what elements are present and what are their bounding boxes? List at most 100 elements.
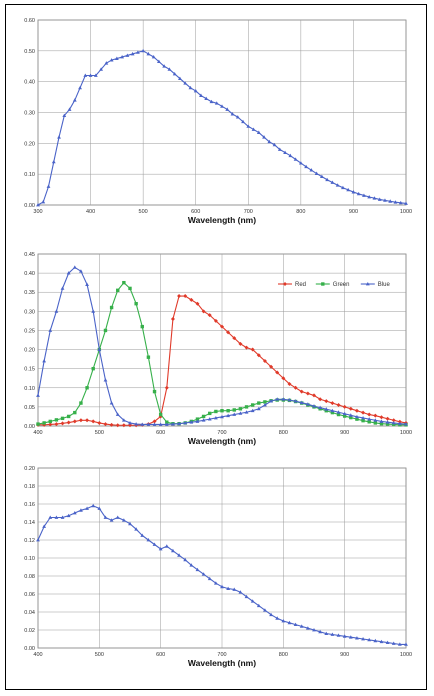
- data-point: [367, 637, 372, 642]
- series-blue: [36, 265, 408, 426]
- data-point: [85, 506, 89, 510]
- data-point: [79, 401, 83, 405]
- data-point: [189, 563, 194, 567]
- x-tick-label: 1000: [400, 209, 412, 215]
- y-tick-label: 0.30: [24, 111, 35, 117]
- data-point: [85, 282, 89, 286]
- data-point: [204, 96, 209, 101]
- data-point: [256, 353, 261, 358]
- data-point: [121, 423, 126, 428]
- data-point: [226, 409, 230, 413]
- data-point: [67, 107, 72, 111]
- data-point: [91, 309, 96, 313]
- legend-label: Green: [333, 282, 350, 288]
- y-tick-label: 0.08: [24, 574, 35, 580]
- chart-3: 0.00 0.02 0.04 0.06 0.08 0.10 0.12 0.14 0.16 0.18…: [24, 466, 412, 668]
- data-point: [79, 269, 83, 273]
- data-point: [287, 620, 292, 625]
- data-point: [250, 403, 255, 407]
- data-point: [348, 413, 353, 417]
- data-point: [214, 409, 218, 414]
- data-point: [336, 410, 341, 414]
- x-tick-label: 900: [340, 430, 349, 436]
- data-point: [103, 422, 108, 427]
- data-point: [283, 150, 287, 154]
- series-1: [36, 503, 408, 646]
- legend-item: Green: [315, 282, 350, 288]
- data-point: [97, 347, 102, 351]
- data-point: [170, 316, 175, 321]
- data-point: [269, 399, 273, 403]
- data-point: [275, 370, 280, 375]
- y-tick-label: 0.04: [24, 610, 35, 616]
- y-tick-label: 0.40: [24, 80, 35, 86]
- data-point: [183, 420, 188, 425]
- y-tick-label: 0.02: [24, 628, 35, 634]
- data-point: [146, 538, 151, 542]
- data-point: [225, 107, 230, 111]
- x-axis-label: Wavelength (nm): [188, 436, 256, 446]
- data-point: [256, 603, 261, 608]
- data-point: [128, 420, 132, 425]
- data-point: [335, 183, 340, 187]
- data-point: [73, 410, 77, 415]
- y-tick-label: 0.35: [24, 290, 35, 296]
- data-point: [213, 581, 218, 585]
- data-point: [304, 164, 309, 169]
- data-point: [66, 420, 71, 425]
- data-point: [272, 142, 277, 147]
- data-point: [341, 185, 345, 190]
- data-point: [388, 199, 393, 203]
- data-point: [152, 542, 157, 546]
- data-point: [404, 422, 408, 426]
- data-point: [109, 58, 114, 62]
- data-point: [214, 101, 219, 105]
- data-point: [115, 412, 120, 416]
- data-point: [164, 422, 169, 426]
- data-point: [330, 401, 335, 406]
- data-point: [151, 55, 156, 59]
- data-point: [201, 414, 206, 419]
- data-point: [164, 385, 169, 390]
- data-point: [109, 401, 114, 405]
- data-point: [97, 506, 102, 510]
- data-point: [207, 313, 212, 318]
- data-point: [42, 421, 46, 425]
- data-point: [267, 139, 272, 144]
- data-point: [318, 397, 323, 402]
- data-point: [60, 515, 65, 519]
- data-point: [165, 420, 169, 424]
- data-point: [188, 85, 193, 90]
- data-point: [48, 422, 53, 427]
- data-point: [298, 161, 303, 165]
- data-point: [361, 410, 366, 415]
- y-tick-label: 0.16: [24, 502, 35, 508]
- data-point: [349, 415, 353, 420]
- data-point: [167, 67, 172, 71]
- data-point: [391, 641, 396, 645]
- data-point: [116, 288, 120, 293]
- x-axis-label: Wavelength (nm): [188, 658, 256, 668]
- data-point: [85, 386, 89, 390]
- data-point: [238, 341, 243, 346]
- data-point: [115, 423, 120, 428]
- data-point: [299, 389, 304, 394]
- data-point: [66, 513, 71, 518]
- data-point: [162, 64, 167, 68]
- data-point: [207, 417, 212, 421]
- data-point: [383, 198, 387, 202]
- x-tick-label: 400: [33, 430, 42, 436]
- data-point: [293, 399, 298, 403]
- data-point: [312, 404, 316, 408]
- data-point: [379, 419, 384, 423]
- data-point: [78, 418, 83, 423]
- data-point: [330, 408, 335, 413]
- data-point: [48, 515, 53, 519]
- data-point: [183, 81, 188, 85]
- legend-item: Blue: [360, 282, 390, 288]
- data-point: [146, 51, 151, 56]
- data-point: [318, 405, 323, 410]
- data-point: [336, 633, 341, 637]
- data-point: [213, 415, 218, 420]
- data-point: [241, 119, 245, 124]
